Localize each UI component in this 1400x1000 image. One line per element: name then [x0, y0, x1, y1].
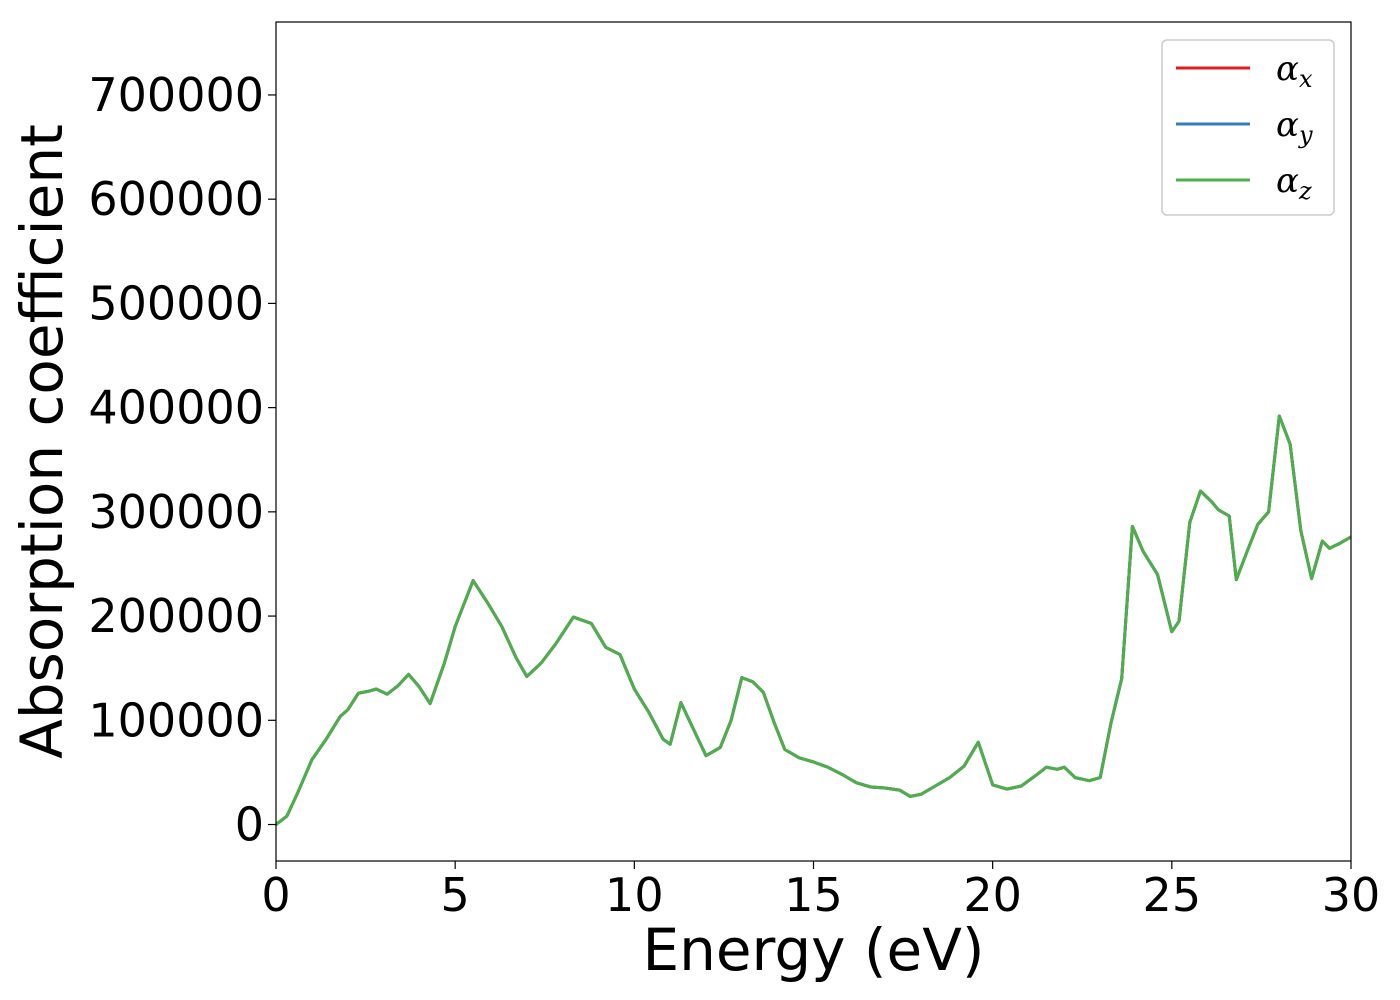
y-tick-label: 200000 — [88, 589, 264, 643]
y-tick-label: 400000 — [88, 381, 264, 435]
x-axis-label: Energy (eV) — [642, 916, 984, 984]
y-tick-label: 600000 — [88, 172, 264, 226]
legend-label-z: αz — [1276, 161, 1312, 205]
x-tick-label: 15 — [784, 868, 843, 922]
x-tick-label: 25 — [1143, 868, 1202, 922]
x-tick-label: 10 — [605, 868, 664, 922]
x-axis: 0 5 10 15 20 25 30 — [261, 861, 1380, 922]
y-tick-label: 700000 — [88, 68, 264, 122]
x-tick-label: 5 — [441, 868, 470, 922]
series-layer — [276, 414, 1351, 826]
y-tick-label: 300000 — [88, 485, 264, 539]
y-axis-label: Absorption coefficient — [8, 124, 76, 759]
y-tick-label: 100000 — [88, 693, 264, 747]
x-tick-label: 30 — [1322, 868, 1381, 922]
y-axis: 0 100000 200000 300000 400000 500000 600000 700… — [88, 68, 276, 852]
x-tick-label: 20 — [963, 868, 1022, 922]
x-tick-label: 0 — [261, 868, 290, 922]
legend-box — [1161, 39, 1335, 216]
series-line-z — [276, 414, 1351, 826]
y-tick-label: 0 — [235, 798, 264, 852]
y-tick-label: 500000 — [88, 276, 264, 330]
